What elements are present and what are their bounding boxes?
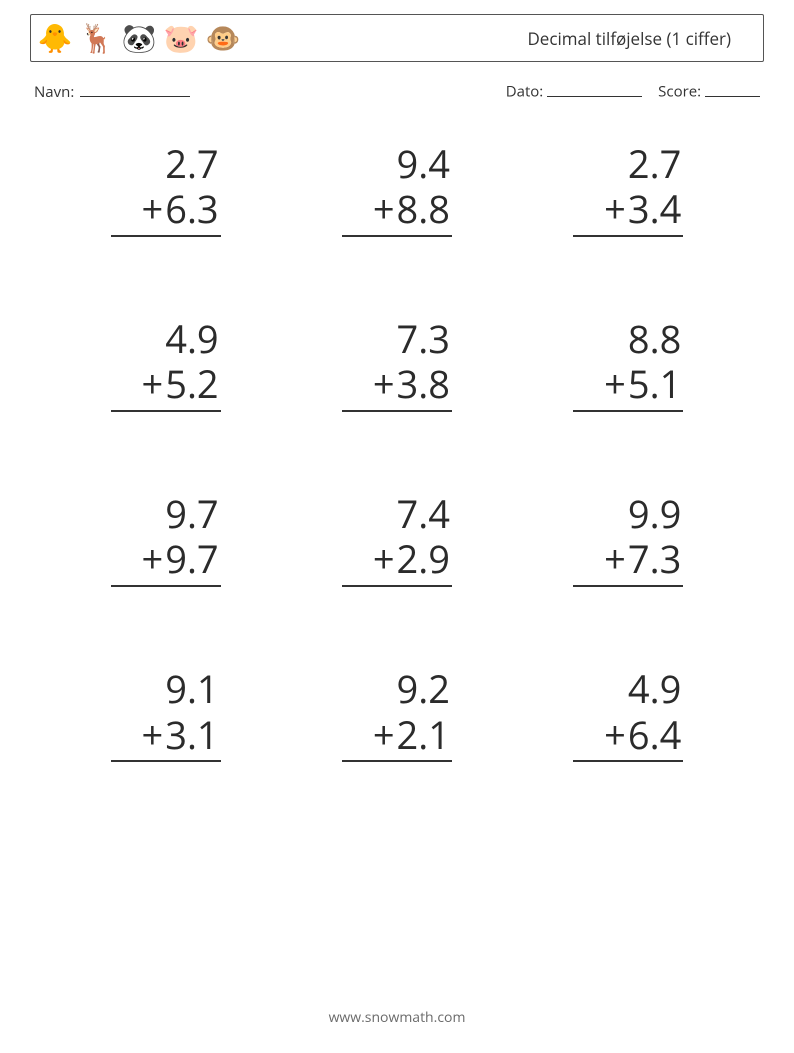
addend-top: 4.9 bbox=[573, 667, 683, 713]
score-blank[interactable] bbox=[705, 80, 760, 97]
problem: 2.7 +6.3 bbox=[80, 142, 251, 237]
addend-b: 5.1 bbox=[628, 358, 681, 410]
operator: + bbox=[604, 358, 626, 410]
addition-stack: 2.7 +6.3 bbox=[111, 142, 221, 237]
addition-stack: 9.7 +9.7 bbox=[111, 492, 221, 587]
deer-icon: 🦌 bbox=[79, 20, 115, 56]
score-label: Score: bbox=[658, 82, 701, 102]
date-field: Dato: bbox=[506, 80, 642, 102]
operator: + bbox=[141, 709, 163, 761]
date-label: Dato: bbox=[506, 82, 544, 102]
addend-top: 9.4 bbox=[342, 142, 452, 188]
addend-bottom: +8.8 bbox=[342, 187, 452, 237]
addition-stack: 8.8 +5.1 bbox=[573, 317, 683, 412]
problem: 9.9 +7.3 bbox=[543, 492, 714, 587]
addend-top: 9.9 bbox=[573, 492, 683, 538]
header-icons: 🐥 🦌 🐼 🐷 🐵 bbox=[37, 20, 241, 56]
addend-b: 6.3 bbox=[165, 183, 218, 235]
problem: 4.9 +6.4 bbox=[543, 667, 714, 762]
problems-grid: 2.7 +6.3 9.4 +8.8 2.7 +3.4 4.9 +5.2 bbox=[30, 132, 764, 763]
addend-bottom: +5.2 bbox=[111, 362, 221, 412]
meta-row: Navn: Dato: Score: bbox=[30, 80, 764, 102]
chick-icon: 🐥 bbox=[37, 20, 73, 56]
addend-bottom: +7.3 bbox=[573, 537, 683, 587]
addition-stack: 9.4 +8.8 bbox=[342, 142, 452, 237]
problem: 7.3 +3.8 bbox=[311, 317, 482, 412]
addend-top: 7.4 bbox=[342, 492, 452, 538]
addend-b: 3.4 bbox=[628, 183, 681, 235]
addend-b: 5.2 bbox=[165, 358, 218, 410]
addend-b: 6.4 bbox=[628, 709, 681, 761]
addend-b: 7.3 bbox=[628, 533, 681, 585]
addend-top: 4.9 bbox=[111, 317, 221, 363]
name-blank[interactable] bbox=[80, 80, 190, 97]
addition-stack: 4.9 +6.4 bbox=[573, 667, 683, 762]
addend-bottom: +3.4 bbox=[573, 187, 683, 237]
addend-top: 8.8 bbox=[573, 317, 683, 363]
problem: 4.9 +5.2 bbox=[80, 317, 251, 412]
addend-bottom: +2.1 bbox=[342, 713, 452, 763]
addend-bottom: +3.1 bbox=[111, 713, 221, 763]
addend-b: 3.8 bbox=[397, 358, 450, 410]
worksheet-page: 🐥 🦌 🐼 🐷 🐵 Decimal tilføjelse (1 ciffer) … bbox=[0, 0, 794, 1053]
addition-stack: 7.3 +3.8 bbox=[342, 317, 452, 412]
operator: + bbox=[373, 183, 395, 235]
addend-bottom: +6.3 bbox=[111, 187, 221, 237]
addend-bottom: +6.4 bbox=[573, 713, 683, 763]
problem: 9.1 +3.1 bbox=[80, 667, 251, 762]
addend-bottom: +9.7 bbox=[111, 537, 221, 587]
score-field: Score: bbox=[658, 80, 760, 102]
operator: + bbox=[604, 183, 626, 235]
problem: 7.4 +2.9 bbox=[311, 492, 482, 587]
addend-b: 3.1 bbox=[165, 709, 218, 761]
addend-b: 8.8 bbox=[397, 183, 450, 235]
problem: 8.8 +5.1 bbox=[543, 317, 714, 412]
addend-top: 9.1 bbox=[111, 667, 221, 713]
addend-top: 2.7 bbox=[573, 142, 683, 188]
date-blank[interactable] bbox=[547, 80, 642, 97]
addend-b: 9.7 bbox=[165, 533, 218, 585]
operator: + bbox=[141, 533, 163, 585]
addend-top: 9.7 bbox=[111, 492, 221, 538]
addition-stack: 7.4 +2.9 bbox=[342, 492, 452, 587]
monkey-icon: 🐵 bbox=[205, 20, 241, 56]
addend-top: 9.2 bbox=[342, 667, 452, 713]
addend-bottom: +2.9 bbox=[342, 537, 452, 587]
pig-icon: 🐷 bbox=[163, 20, 199, 56]
operator: + bbox=[604, 533, 626, 585]
name-label: Navn: bbox=[34, 82, 74, 102]
operator: + bbox=[373, 358, 395, 410]
panda-icon: 🐼 bbox=[121, 20, 157, 56]
operator: + bbox=[373, 709, 395, 761]
worksheet-title: Decimal tilføjelse (1 ciffer) bbox=[527, 27, 751, 50]
operator: + bbox=[373, 533, 395, 585]
addend-bottom: +5.1 bbox=[573, 362, 683, 412]
addition-stack: 9.2 +2.1 bbox=[342, 667, 452, 762]
addition-stack: 4.9 +5.2 bbox=[111, 317, 221, 412]
addend-top: 2.7 bbox=[111, 142, 221, 188]
addition-stack: 9.9 +7.3 bbox=[573, 492, 683, 587]
operator: + bbox=[141, 358, 163, 410]
footer-url: www.snowmath.com bbox=[0, 1008, 794, 1027]
addend-top: 7.3 bbox=[342, 317, 452, 363]
problem: 9.2 +2.1 bbox=[311, 667, 482, 762]
problem: 9.7 +9.7 bbox=[80, 492, 251, 587]
operator: + bbox=[604, 709, 626, 761]
addend-b: 2.1 bbox=[397, 709, 450, 761]
addition-stack: 9.1 +3.1 bbox=[111, 667, 221, 762]
operator: + bbox=[141, 183, 163, 235]
header-box: 🐥 🦌 🐼 🐷 🐵 Decimal tilføjelse (1 ciffer) bbox=[30, 14, 764, 62]
addend-bottom: +3.8 bbox=[342, 362, 452, 412]
problem: 2.7 +3.4 bbox=[543, 142, 714, 237]
addend-b: 2.9 bbox=[397, 533, 450, 585]
name-field: Navn: bbox=[34, 80, 190, 102]
problem: 9.4 +8.8 bbox=[311, 142, 482, 237]
addition-stack: 2.7 +3.4 bbox=[573, 142, 683, 237]
